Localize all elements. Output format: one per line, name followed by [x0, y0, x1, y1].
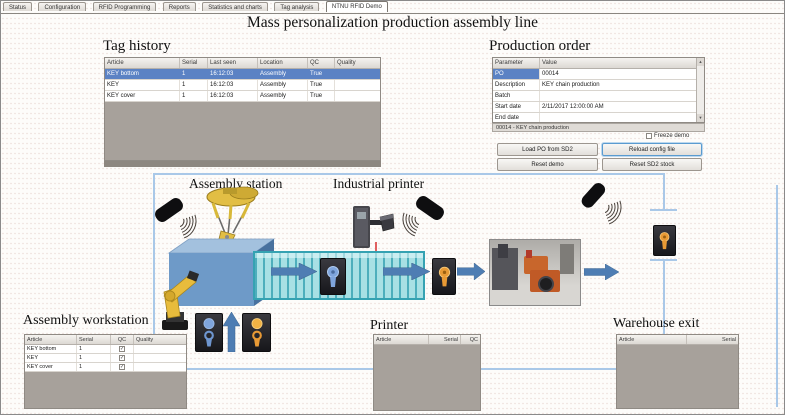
table-row[interactable]: Description KEY chain production — [493, 80, 704, 91]
rfid-tag-icon — [242, 313, 271, 352]
table-row[interactable]: KEY bottom 1 ✓ — [25, 345, 186, 354]
tab-reports[interactable]: Reports — [162, 2, 196, 11]
rfid-tag-icon — [195, 313, 223, 352]
table-row[interactable]: End date — [493, 113, 704, 122]
page-title: Mass personalization production assembly… — [247, 14, 538, 31]
exit-gate-upper-post — [663, 173, 665, 211]
reload-config-file-button[interactable]: Reload config file — [602, 143, 702, 156]
warehouse-exit-empty-area — [617, 345, 738, 408]
tag-history-title: Tag history — [103, 38, 171, 54]
flow-arrow-up-icon — [223, 312, 240, 352]
flow-arrow-icon — [383, 263, 430, 280]
rfid-tag-icon — [320, 258, 346, 295]
scroll-down-icon[interactable]: ▼ — [697, 114, 704, 122]
tab-status[interactable]: Status — [3, 2, 33, 11]
printer-table: Article Serial QC — [373, 334, 481, 411]
tab-tag-analysis[interactable]: Tag analysis — [274, 2, 320, 11]
flow-arrow-icon — [457, 263, 485, 280]
table-row[interactable]: KEY cover 1 ✓ — [25, 363, 186, 372]
table-row[interactable]: Batch — [493, 91, 704, 102]
table-row[interactable]: KEY cover 1 16:12:03 Assembly True — [105, 91, 380, 102]
printer-header: Article Serial QC — [374, 335, 480, 345]
freeze-demo-checkbox[interactable] — [646, 133, 652, 139]
qc-checkbox[interactable]: ✓ — [119, 364, 125, 370]
tag-history-table: Article Serial Last seen Location QC Qua… — [104, 57, 381, 161]
table-row[interactable]: KEY 1 ✓ — [25, 354, 186, 363]
machine-photo — [489, 239, 581, 306]
table-row[interactable]: Start date 2/11/2017 12:00:00 AM — [493, 102, 704, 113]
rfid-antenna-icon — [581, 183, 622, 225]
production-order-scrollbar[interactable]: ▲ ▼ — [696, 58, 704, 122]
tag-history-bottom-strip — [104, 161, 381, 167]
rfid-tag-icon — [432, 258, 456, 295]
flow-arrow-icon — [271, 263, 317, 280]
rfid-antenna-icon — [155, 198, 197, 239]
tag-history-header: Article Serial Last seen Location QC Qua… — [105, 58, 380, 69]
assembly-station-label: Assembly station — [189, 176, 283, 191]
reset-sd2-stock-button[interactable]: Reset SD2 stock — [602, 158, 702, 171]
tab-strip: Status Configuration RFID Programming Re… — [1, 1, 784, 14]
exit-gate-lower-post — [663, 259, 665, 407]
frame-right-wall — [776, 185, 778, 407]
warehouse-exit-title: Warehouse exit — [613, 316, 700, 331]
qc-checkbox[interactable]: ✓ — [119, 346, 125, 352]
production-order-status-bar: 00014 - KEY chain production — [492, 123, 705, 132]
scroll-up-icon[interactable]: ▲ — [697, 58, 704, 66]
tag-history-empty-area — [105, 102, 380, 160]
warehouse-exit-header: Article Serial — [617, 335, 738, 345]
rfid-antenna-icon — [402, 196, 444, 237]
warehouse-exit-table: Article Serial — [616, 334, 739, 409]
freeze-demo-label: Freeze demo — [654, 133, 690, 139]
freeze-demo-option: Freeze demo — [646, 133, 689, 139]
assembly-workstation-table: Article Serial QC Quality KEY bottom 1 ✓… — [24, 334, 187, 409]
production-order-header: Parameter Value — [493, 58, 704, 69]
frame-left-wall — [153, 173, 155, 370]
tab-ntnu-rfid-demo[interactable]: NTNU RFID Demo — [325, 1, 388, 12]
table-row[interactable]: KEY 1 16:12:03 Assembly True — [105, 80, 380, 91]
tab-configuration[interactable]: Configuration — [38, 2, 87, 11]
qc-checkbox[interactable]: ✓ — [119, 355, 125, 361]
assembly-workstation-title: Assembly workstation — [23, 313, 149, 328]
assembly-workstation-header: Article Serial QC Quality — [25, 335, 186, 345]
printer-title: Printer — [370, 318, 409, 333]
reset-demo-button[interactable]: Reset demo — [497, 158, 598, 171]
printer-empty-area — [374, 345, 480, 410]
flow-arrow-icon — [584, 264, 619, 280]
tab-rfid-programming[interactable]: RFID Programming — [92, 2, 157, 11]
production-order-table: Parameter Value PO 00014 Description KEY… — [492, 57, 705, 123]
load-po-from-sd2-button[interactable]: Load PO from SD2 — [497, 143, 598, 156]
robot-arm-icon — [162, 270, 200, 330]
tab-statistics-and-charts[interactable]: Statistics and charts — [202, 2, 268, 11]
table-row[interactable]: KEY bottom 1 16:12:03 Assembly True — [105, 69, 380, 80]
assembly-workstation-empty-area — [25, 372, 186, 408]
production-order-title: Production order — [489, 38, 591, 54]
industrial-printer-icon — [353, 206, 395, 252]
table-row[interactable]: PO 00014 — [493, 69, 704, 80]
frame-top-wall — [153, 173, 664, 175]
industrial-printer-label: Industrial printer — [333, 176, 425, 191]
rfid-tag-icon — [653, 225, 676, 256]
exit-gate-upper-cap — [650, 209, 677, 211]
